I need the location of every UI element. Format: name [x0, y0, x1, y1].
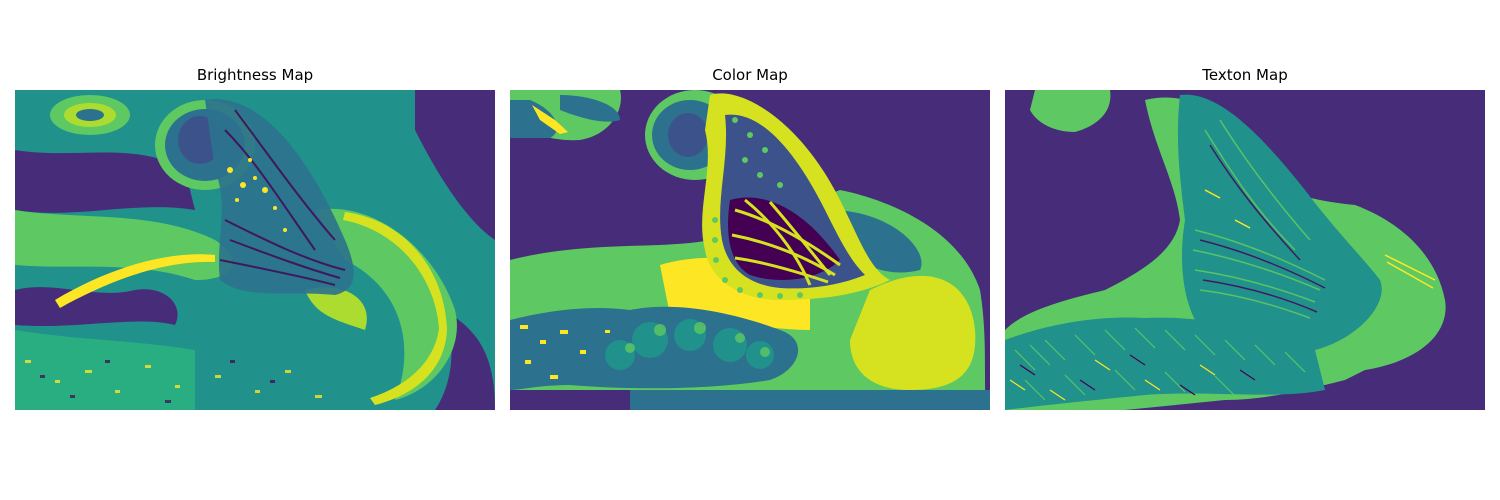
texton-map-image: [1005, 90, 1485, 410]
brightness-map-image: [15, 90, 495, 410]
texton-map-title: Texton Map: [1202, 66, 1288, 84]
brightness-map-title: Brightness Map: [196, 66, 314, 84]
color-map-title: Color Map: [712, 66, 788, 84]
color-map-image: [510, 90, 990, 410]
